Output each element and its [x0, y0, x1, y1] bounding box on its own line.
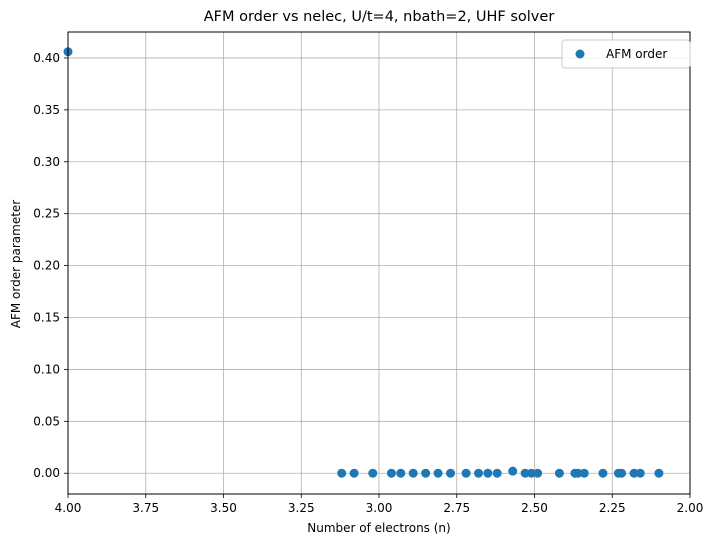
legend-marker — [575, 49, 585, 59]
data-point — [579, 468, 589, 478]
legend-label: AFM order — [606, 47, 667, 61]
x-tick-label: 2.50 — [521, 501, 548, 515]
data-point — [461, 468, 471, 478]
y-tick-label: 0.00 — [33, 466, 60, 480]
y-tick-label: 0.15 — [33, 311, 60, 325]
y-tick-label: 0.25 — [33, 207, 60, 221]
data-point — [483, 468, 493, 478]
x-tick-label: 3.25 — [288, 501, 315, 515]
data-point — [368, 468, 378, 478]
data-point — [492, 468, 502, 478]
y-axis-ticks: 0.00 0.05 0.10 0.15 0.20 0.25 0.30 0.35 0.40 — [33, 51, 68, 480]
x-tick-label: 2.75 — [443, 501, 470, 515]
data-point — [421, 468, 431, 478]
x-axis-ticks: 4.00 3.75 3.50 3.25 3.00 2.75 2.50 2.25 2.00 — [55, 494, 704, 515]
x-axis-label: Number of electrons (n) — [307, 521, 450, 535]
data-point — [654, 468, 664, 478]
data-point — [554, 468, 564, 478]
x-tick-label: 3.50 — [210, 501, 237, 515]
data-point — [629, 468, 639, 478]
x-tick-label: 3.75 — [132, 501, 159, 515]
data-points — [63, 47, 664, 478]
y-tick-label: 0.20 — [33, 259, 60, 273]
x-tick-label: 2.25 — [599, 501, 626, 515]
data-point — [573, 468, 583, 478]
data-point — [508, 466, 518, 476]
x-tick-label: 2.00 — [677, 501, 704, 515]
data-point — [617, 468, 627, 478]
chart-title: AFM order vs nelec, U/t=4, nbath=2, UHF … — [204, 9, 555, 25]
legend: AFM order — [561, 39, 691, 69]
legend-box — [561, 39, 691, 69]
grid-lines — [67, 32, 691, 494]
x-tick-label: 3.00 — [366, 501, 393, 515]
y-tick-label: 0.35 — [33, 103, 60, 117]
data-point — [474, 468, 484, 478]
data-point — [433, 468, 443, 478]
data-point — [386, 468, 396, 478]
y-tick-label: 0.30 — [33, 155, 60, 169]
x-tick-label: 4.00 — [55, 501, 82, 515]
data-point — [526, 468, 536, 478]
data-point — [396, 468, 406, 478]
data-point — [337, 468, 347, 478]
y-tick-label: 0.10 — [33, 362, 60, 376]
y-tick-label: 0.05 — [33, 414, 60, 428]
data-point — [533, 468, 543, 478]
data-point — [635, 468, 645, 478]
data-point — [408, 468, 418, 478]
y-axis-label: AFM order parameter — [9, 200, 23, 329]
data-point — [349, 468, 359, 478]
y-tick-label: 0.40 — [33, 51, 60, 65]
data-point — [446, 468, 456, 478]
data-point — [598, 468, 608, 478]
data-point — [520, 468, 530, 478]
